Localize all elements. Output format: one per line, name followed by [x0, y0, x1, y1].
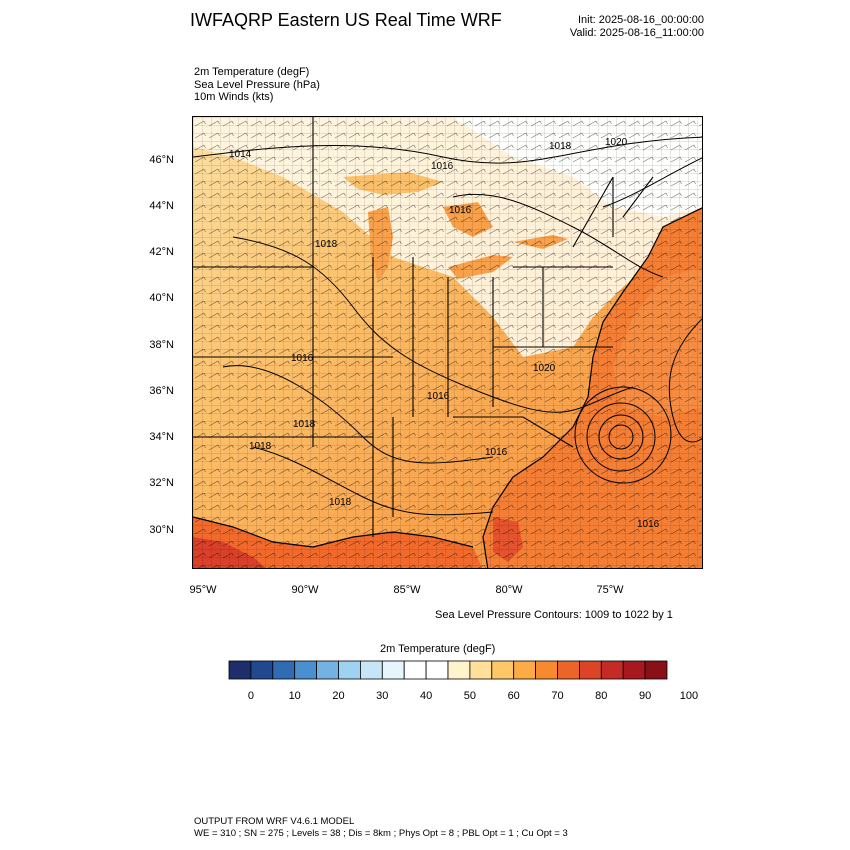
colorbar-segment	[600, 660, 624, 680]
pressure-label: 1016	[637, 519, 660, 530]
colorbar-segment	[403, 660, 427, 680]
lat-label: 40°N	[149, 292, 174, 304]
valid-time: Valid: 2025-08-16_11:00:00	[569, 27, 704, 39]
colorbar-tick-label: 50	[463, 690, 477, 702]
contour-note: Sea Level Pressure Contours: 1009 to 102…	[435, 609, 673, 621]
colorbar-segment	[491, 660, 515, 680]
colorbar-segment	[228, 660, 252, 680]
field-pressure: Sea Level Pressure (hPa)	[194, 78, 320, 91]
colorbar-tick-label: 100	[679, 690, 699, 702]
colorbar-tick-label: 30	[376, 690, 389, 702]
pressure-contours	[193, 136, 702, 516]
pressure-labels: 1014 1016 1018 1020 1016 1018 1016 1016 …	[229, 137, 660, 530]
colorbar-segment	[316, 660, 339, 680]
plot-title: IWFAQRP Eastern US Real Time WRF	[190, 10, 502, 30]
lon-label: 80°W	[495, 584, 523, 596]
lat-label: 36°N	[149, 385, 174, 397]
init-time: Init: 2025-08-16_00:00:00	[578, 14, 704, 26]
colorbar-segment	[557, 660, 580, 680]
colorbar-tick-label: 90	[638, 690, 652, 702]
pressure-label: 1018	[249, 441, 272, 452]
colorbar-segment	[272, 660, 296, 680]
colorbar-segment	[644, 660, 668, 680]
pressure-label: 1018	[293, 419, 316, 430]
colorbar-segment	[294, 660, 317, 680]
colorbar-tick-label: 80	[595, 690, 608, 702]
colorbar-tick-label: 0	[247, 690, 254, 702]
colorbar-segment	[381, 660, 405, 680]
map-canvas: 1014 1016 1018 1020 1016 1018 1016 1016 …	[193, 117, 702, 568]
model-config: WE = 310 ; SN = 275 ; Levels = 38 ; Dis …	[194, 828, 568, 839]
lon-label: 85°W	[393, 584, 421, 596]
field-winds: 10m Winds (kts)	[194, 91, 274, 103]
colorbar-tick-label: 20	[332, 690, 345, 702]
colorbar-segment	[513, 660, 537, 680]
low-pressure-system	[574, 386, 672, 484]
pressure-label: 1016	[449, 205, 472, 216]
lon-label: 75°W	[596, 584, 624, 596]
init-valid-times: Init: 2025-08-16_00:00:00 Valid: 2025-08…	[560, 14, 704, 40]
model-info: OUTPUT FROM WRF V4.6.1 MODEL WE = 310 ; …	[194, 816, 568, 840]
colorbar-segment	[359, 660, 383, 680]
colorbar-segment	[622, 660, 646, 680]
lon-label: 90°W	[291, 584, 319, 596]
lon-label: 95°W	[189, 584, 217, 596]
pressure-label: 1018	[549, 141, 572, 152]
lat-label: 32°N	[149, 477, 174, 489]
pressure-label: 1016	[427, 391, 450, 402]
colorbar-segment	[447, 660, 471, 680]
pressure-label: 1020	[533, 363, 556, 374]
pressure-label: 1018	[329, 497, 352, 508]
coastline	[193, 207, 702, 568]
lat-label: 38°N	[149, 339, 174, 351]
pressure-label: 1016	[485, 447, 508, 458]
pressure-label: 1018	[315, 239, 338, 250]
lat-label: 44°N	[149, 200, 174, 212]
state-borders	[193, 117, 654, 537]
colorbar-segment	[469, 660, 493, 680]
pressure-label: 1014	[229, 149, 252, 160]
colorbar-tick-label: 70	[551, 690, 564, 702]
colorbar-segment	[338, 660, 361, 680]
lat-label: 30°N	[149, 524, 174, 536]
colorbar-title: 2m Temperature (degF)	[380, 643, 496, 655]
lat-label: 34°N	[149, 431, 174, 443]
colorbar-segment	[535, 660, 558, 680]
pressure-label: 1016	[431, 161, 454, 172]
pressure-label: 1016	[291, 353, 314, 364]
lat-label: 46°N	[149, 154, 174, 166]
pressure-label: 1020	[605, 137, 628, 148]
model-version: OUTPUT FROM WRF V4.6.1 MODEL	[194, 816, 355, 827]
colorbar	[228, 660, 668, 680]
colorbar-tick-label: 10	[288, 690, 301, 702]
field-list: 2m Temperature (degF) Sea Level Pressure…	[194, 66, 320, 104]
colorbar-tick-label: 60	[507, 690, 520, 702]
field-temperature: 2m Temperature (degF)	[194, 66, 310, 78]
colorbar-segment	[578, 660, 602, 680]
colorbar-segment	[250, 660, 274, 680]
weather-map: 1014 1016 1018 1020 1016 1018 1016 1016 …	[192, 116, 703, 569]
colorbar-segment	[425, 660, 449, 680]
colorbar-tick-label: 40	[419, 690, 433, 702]
lat-label: 42°N	[149, 246, 174, 258]
